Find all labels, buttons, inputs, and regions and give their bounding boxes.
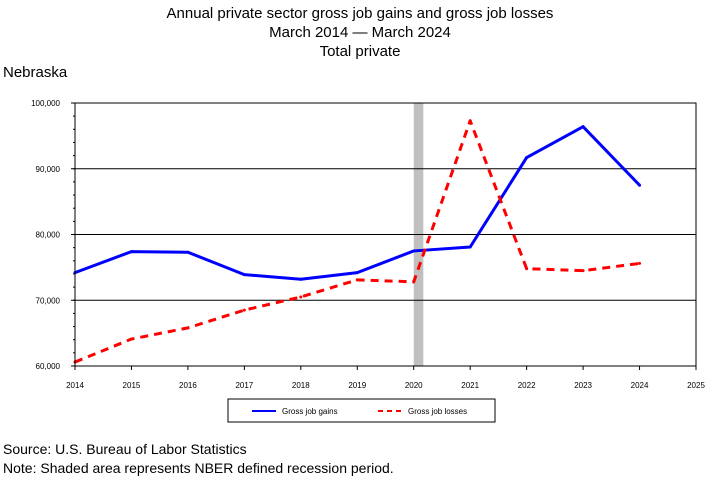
x-tick-label: 2015 bbox=[123, 381, 141, 390]
x-tick-label: 2014 bbox=[66, 381, 84, 390]
source-note: Source: U.S. Bureau of Labor Statistics bbox=[3, 441, 247, 457]
chart-subtitle: March 2014 — March 2024 bbox=[269, 24, 451, 41]
x-tick-label: 2021 bbox=[461, 381, 479, 390]
region-label: Nebraska bbox=[3, 64, 68, 81]
gains-point bbox=[355, 271, 359, 275]
gains-point bbox=[638, 183, 642, 187]
gains-point bbox=[468, 245, 472, 249]
chart-series-title: Total private bbox=[319, 43, 401, 60]
x-tick-label: 2023 bbox=[574, 381, 592, 390]
gains-point bbox=[412, 249, 416, 253]
x-tick-label: 2018 bbox=[292, 381, 310, 390]
plot-border bbox=[74, 102, 697, 367]
y-tick-label: 60,000 bbox=[36, 362, 61, 371]
y-tick-label: 80,000 bbox=[36, 231, 61, 240]
gains-point bbox=[299, 277, 303, 281]
y-tick-label: 90,000 bbox=[36, 165, 61, 174]
x-tick-label: 2016 bbox=[179, 381, 197, 390]
legend-losses-label: Gross job losses bbox=[408, 407, 467, 416]
x-tick-label: 2020 bbox=[405, 381, 423, 390]
losses-point bbox=[129, 337, 133, 341]
x-tick-label: 2017 bbox=[235, 381, 253, 390]
losses-line bbox=[74, 119, 640, 364]
recession-note: Note: Shaded area represents NBER define… bbox=[3, 460, 394, 476]
legend-gains-label: Gross job gains bbox=[282, 407, 338, 416]
losses-point bbox=[412, 280, 416, 284]
line-chart: 60,000 70,000 80,000 90,000 100,000 2014 2015 2… bbox=[31, 99, 705, 423]
gains-point bbox=[525, 156, 529, 160]
gains-point bbox=[581, 125, 585, 129]
losses-point bbox=[242, 308, 246, 312]
losses-point bbox=[186, 326, 190, 330]
gains-point bbox=[186, 250, 190, 254]
x-tick-label: 2022 bbox=[518, 381, 536, 390]
x-tick-label: 2019 bbox=[348, 381, 366, 390]
x-tick-label: 2024 bbox=[631, 381, 649, 390]
losses-point bbox=[525, 267, 529, 271]
losses-point bbox=[638, 261, 642, 265]
gains-point bbox=[129, 250, 133, 254]
losses-point bbox=[355, 278, 359, 282]
losses-point bbox=[581, 269, 585, 273]
y-tick-label: 100,000 bbox=[31, 99, 60, 108]
losses-point bbox=[468, 119, 472, 123]
losses-point bbox=[299, 295, 303, 299]
chart-title: Annual private sector gross job gains an… bbox=[166, 5, 554, 22]
gains-point bbox=[242, 273, 246, 277]
legend-box bbox=[227, 398, 496, 423]
x-tick-label: 2025 bbox=[687, 381, 705, 390]
gains-line bbox=[74, 125, 641, 281]
y-tick-label: 70,000 bbox=[36, 296, 61, 305]
